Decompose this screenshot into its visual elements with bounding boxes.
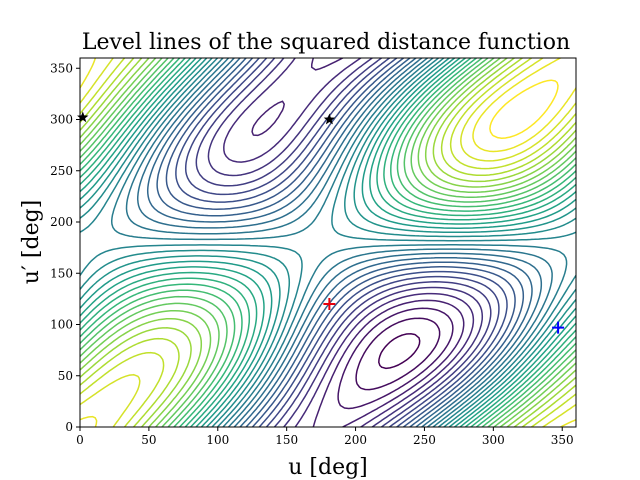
contour-level (489, 79, 559, 139)
contour-level (110, 58, 568, 427)
x-tick-label: 0 (76, 433, 84, 447)
contour-level (80, 58, 576, 427)
contour-level (175, 58, 508, 427)
contour-level (223, 58, 475, 427)
y-tick-label: 150 (50, 266, 73, 280)
x-tick-label: 300 (482, 433, 505, 447)
y-tick-label: 50 (58, 369, 73, 383)
star-marker (323, 113, 336, 125)
contour-level (80, 58, 576, 427)
y-tick-label: 200 (50, 215, 73, 229)
contour-level (165, 58, 516, 427)
x-tick-label: 150 (275, 433, 298, 447)
contour-level (80, 58, 576, 427)
x-tick-label: 350 (551, 433, 574, 447)
y-axis-ticks: 0 50 100 150 200 250 300 350 (50, 61, 80, 434)
contour-level (80, 58, 576, 427)
contour-level (337, 307, 454, 410)
contour-level (80, 58, 576, 427)
y-tick-label: 300 (50, 113, 73, 127)
contour-level (184, 58, 500, 427)
x-tick-label: 200 (344, 433, 367, 447)
chart-title: Level lines of the squared distance func… (82, 30, 570, 55)
y-tick-label: 0 (65, 420, 73, 434)
y-tick-label: 100 (50, 318, 73, 332)
contour-level (80, 58, 576, 427)
contour-level (146, 58, 533, 427)
plus-marker (323, 298, 336, 310)
x-tick-label: 250 (413, 433, 436, 447)
contour-level (378, 333, 421, 370)
y-axis-label: u′ [deg] (19, 200, 44, 285)
x-tick-label: 100 (206, 433, 229, 447)
contour-level (156, 58, 525, 427)
plot-frame (79, 57, 577, 428)
contour-level (80, 58, 576, 427)
contour-level (80, 58, 576, 427)
contour-level (80, 58, 576, 427)
contour-level (80, 58, 576, 427)
star-marker (77, 111, 89, 123)
x-axis-label: u [deg] (288, 455, 368, 480)
x-axis-ticks: 0 50 100 150 200 250 300 350 (76, 427, 574, 447)
marker-layer (77, 111, 565, 334)
y-tick-label: 250 (50, 164, 73, 178)
contour-level (80, 58, 576, 427)
contour-level (136, 58, 543, 427)
contour-lines (80, 58, 576, 427)
y-tick-label: 350 (50, 61, 73, 75)
x-tick-label: 50 (141, 433, 156, 447)
contour-level (207, 58, 484, 427)
plus-marker (552, 321, 565, 334)
contour-level (80, 58, 576, 427)
contour-level (251, 58, 465, 427)
contour-level (355, 317, 441, 391)
contour-level (80, 58, 576, 427)
contour-level (195, 58, 492, 427)
